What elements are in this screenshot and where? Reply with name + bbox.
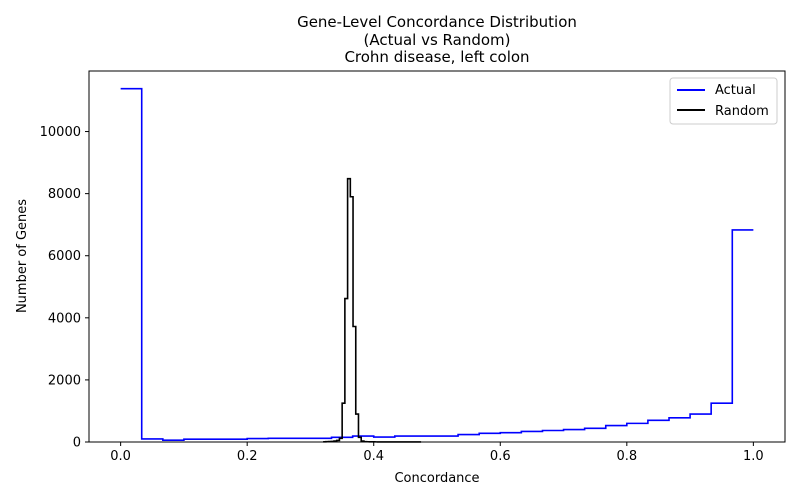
chart-subtitle-1: (Actual vs Random) (363, 31, 510, 49)
x-axis-label: Concordance (394, 471, 479, 486)
x-tick-label: 0.8 (616, 449, 637, 464)
x-tick-label: 0.0 (110, 449, 131, 464)
chart-title: Gene-Level Concordance Distribution (297, 13, 577, 31)
y-tick-label: 6000 (48, 249, 81, 264)
chart-subtitle-2: Crohn disease, left colon (344, 48, 529, 66)
y-tick-label: 10000 (40, 125, 81, 140)
y-tick-label: 8000 (48, 187, 81, 202)
y-axis-label: Number of Genes (15, 199, 30, 313)
x-tick-label: 0.2 (237, 449, 258, 464)
series-line-random (323, 177, 422, 443)
axis-ticks: 0.0 0.2 0.4 0.6 0.8 1.0 0 2000 4000 6000 8000 10000 (40, 125, 764, 464)
legend-label-actual: Actual (715, 83, 756, 98)
plot-frame (88, 70, 786, 443)
x-tick-label: 0.4 (363, 449, 384, 464)
x-tick-label: 0.6 (490, 449, 511, 464)
plot-area (120, 87, 754, 443)
series-line-actual (120, 87, 754, 441)
y-tick-label: 4000 (48, 311, 81, 326)
y-tick-label: 0 (73, 436, 81, 451)
y-tick-label: 2000 (48, 373, 81, 388)
legend-label-random: Random (715, 104, 769, 119)
x-tick-label: 1.0 (743, 449, 764, 464)
legend: Actual Random (669, 77, 778, 125)
